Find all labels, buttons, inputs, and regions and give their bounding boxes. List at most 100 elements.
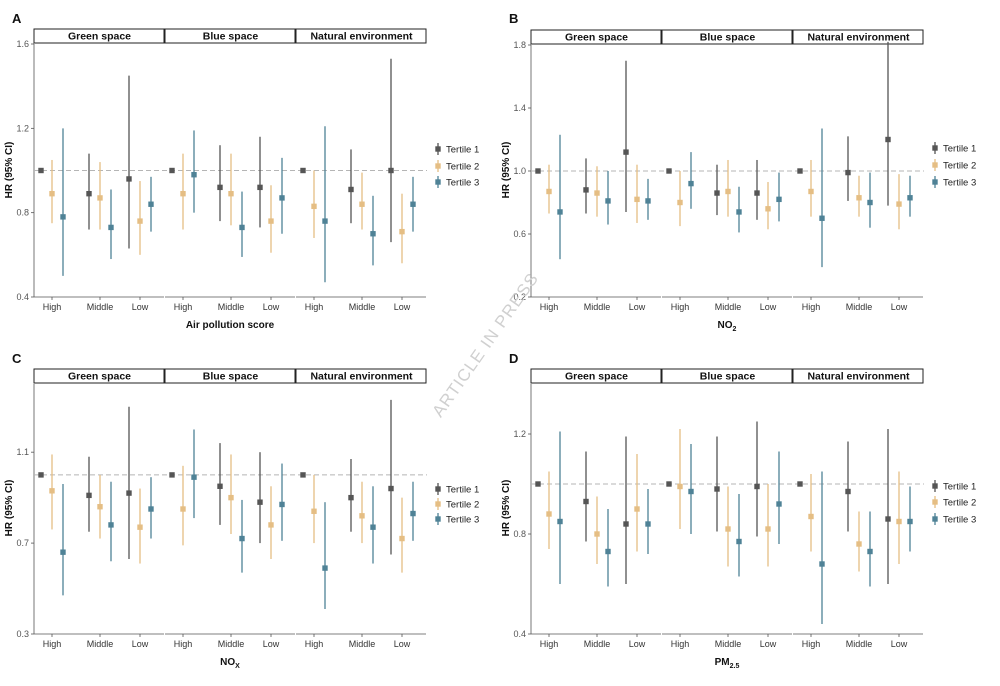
legend-label: Tertile 2 bbox=[446, 162, 479, 173]
hr-point bbox=[754, 483, 760, 490]
x-tick-label: High bbox=[671, 639, 690, 649]
hr-point bbox=[666, 481, 672, 487]
hr-point bbox=[845, 488, 851, 495]
panel-letter: A bbox=[12, 11, 22, 26]
hr-point bbox=[808, 513, 814, 520]
hr-point bbox=[169, 472, 175, 478]
x-axis-title: NO2 bbox=[718, 320, 737, 333]
hr-point bbox=[228, 494, 234, 501]
x-tick-label: High bbox=[174, 639, 193, 649]
hr-point bbox=[300, 167, 306, 174]
facet-strip-label: Natural environment bbox=[807, 32, 910, 44]
x-tick-label: Middle bbox=[715, 302, 742, 312]
x-tick-label: Low bbox=[760, 639, 777, 649]
legend-key-point bbox=[932, 145, 938, 151]
y-tick-label: 1.2 bbox=[16, 123, 29, 133]
legend-key-point bbox=[435, 516, 441, 522]
hr-point bbox=[557, 518, 563, 525]
x-tick-label: Middle bbox=[715, 639, 742, 649]
x-tick-label: High bbox=[305, 302, 324, 312]
facet-strip bbox=[33, 28, 165, 44]
legend-label: Tertile 3 bbox=[943, 178, 976, 189]
x-tick-label: Middle bbox=[87, 639, 114, 649]
panel-letter: B bbox=[509, 11, 518, 26]
x-axis-title-subscript: 2 bbox=[733, 326, 737, 333]
legend-label: Tertile 2 bbox=[446, 500, 479, 511]
facet-strip-label: Natural environment bbox=[310, 31, 413, 43]
x-axis-title-main: Air pollution score bbox=[186, 320, 275, 331]
facet-strip bbox=[661, 368, 793, 384]
legend-label: Tertile 2 bbox=[943, 161, 976, 172]
x-tick-label: Middle bbox=[218, 639, 245, 649]
hr-point bbox=[736, 538, 742, 545]
y-tick-label: 1.8 bbox=[513, 40, 526, 50]
hr-point bbox=[634, 196, 640, 203]
x-tick-label: High bbox=[174, 302, 193, 312]
hr-point bbox=[322, 218, 328, 224]
x-tick-label: High bbox=[802, 639, 821, 649]
y-tick-label: 1.4 bbox=[513, 103, 526, 113]
legend-key-point bbox=[932, 179, 938, 185]
legend-label: Tertile 2 bbox=[943, 498, 976, 509]
hr-point bbox=[666, 168, 672, 174]
legend-label: Tertile 3 bbox=[446, 178, 479, 189]
facet-strip bbox=[792, 368, 924, 384]
hr-point bbox=[217, 184, 223, 191]
hr-point bbox=[907, 195, 913, 201]
hr-point bbox=[688, 488, 694, 495]
x-axis-title: Air pollution score bbox=[186, 320, 275, 331]
legend-label: Tertile 3 bbox=[943, 515, 976, 526]
hr-point bbox=[623, 149, 629, 155]
hr-point bbox=[137, 524, 143, 530]
facet-strip-label: Green space bbox=[68, 31, 131, 43]
x-axis-title-main: PM bbox=[715, 657, 730, 668]
x-tick-label: Low bbox=[132, 302, 149, 312]
panel-a: A 0.4 0.8 1.2 1.6 HR (95% CI) Green space High M… bbox=[4, 11, 479, 331]
hr-point bbox=[535, 481, 541, 487]
legend-label: Tertile 3 bbox=[446, 515, 479, 526]
x-tick-label: Low bbox=[629, 302, 646, 312]
panel-letter: C bbox=[12, 351, 22, 366]
hr-point bbox=[279, 195, 285, 201]
x-axis-title-main: NO bbox=[718, 320, 733, 331]
facet-strip-label: Natural environment bbox=[807, 371, 910, 383]
hr-point bbox=[137, 218, 143, 224]
legend-label: Tertile 1 bbox=[943, 144, 976, 155]
hr-point bbox=[97, 504, 103, 510]
hr-point bbox=[896, 518, 902, 525]
panel-d: D 0.4 0.8 1.2 HR (95% CI) Green space High Midd… bbox=[501, 351, 976, 670]
facet-strip bbox=[530, 29, 662, 45]
hr-point bbox=[97, 195, 103, 201]
x-tick-label: Low bbox=[132, 639, 149, 649]
hr-point bbox=[725, 188, 731, 195]
legend-key-point bbox=[932, 162, 938, 168]
hr-point bbox=[634, 506, 640, 512]
x-tick-label: Middle bbox=[584, 639, 611, 649]
hr-point bbox=[191, 474, 197, 480]
hr-point bbox=[257, 184, 263, 191]
x-tick-label: Low bbox=[891, 302, 908, 312]
hr-point bbox=[348, 186, 354, 193]
facet-strip bbox=[661, 29, 793, 45]
x-tick-label: Low bbox=[263, 639, 280, 649]
legend-key-point bbox=[932, 516, 938, 522]
hr-point bbox=[907, 518, 913, 525]
facet-strip-label: Natural environment bbox=[310, 371, 413, 383]
facet-strip bbox=[295, 368, 427, 384]
x-tick-label: Low bbox=[629, 639, 646, 649]
y-tick-label: 1.6 bbox=[16, 39, 29, 49]
hr-point bbox=[645, 198, 651, 204]
hr-point bbox=[60, 214, 66, 220]
y-tick-label: 1.2 bbox=[513, 429, 526, 439]
hr-point bbox=[736, 209, 742, 215]
hr-point bbox=[300, 472, 306, 478]
x-tick-label: High bbox=[540, 639, 559, 649]
facet-strip bbox=[530, 368, 662, 384]
facet-strip-label: Blue space bbox=[700, 371, 756, 383]
hr-point bbox=[583, 498, 589, 505]
hr-point bbox=[388, 485, 394, 492]
hr-point bbox=[191, 172, 197, 178]
y-tick-label: 0.8 bbox=[16, 208, 29, 218]
facet-strip-label: Blue space bbox=[700, 32, 756, 44]
hr-point bbox=[677, 199, 683, 206]
